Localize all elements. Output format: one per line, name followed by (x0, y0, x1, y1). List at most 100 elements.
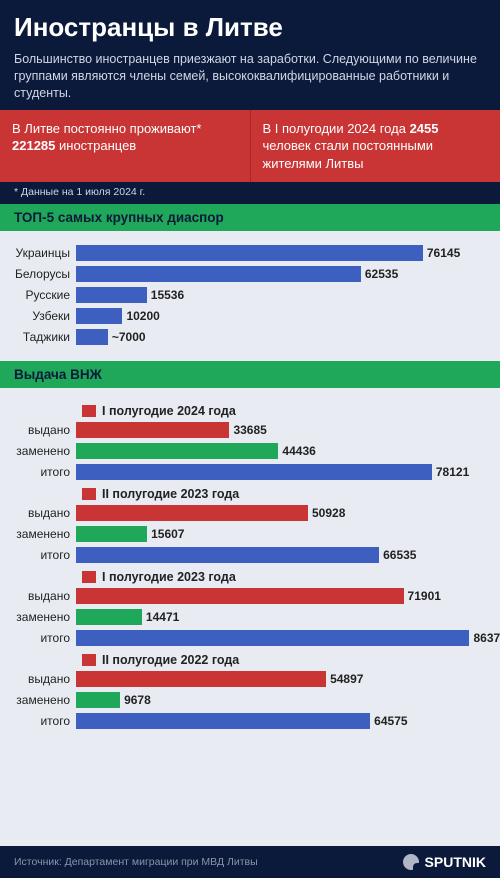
footnote: * Данные на 1 июля 2024 г. (0, 182, 500, 204)
bar-track: 66535 (76, 547, 486, 563)
vnzh-row: итого86372 (14, 629, 486, 647)
bar-track: 44436 (76, 443, 486, 459)
bar-track: 76145 (76, 245, 486, 261)
bar-track: 86372 (76, 630, 486, 646)
bar-track: 54897 (76, 671, 486, 687)
stat-text: иностранцев (55, 138, 136, 153)
vnzh-row: заменено 14471 (14, 608, 486, 626)
bar-label: Таджики (14, 330, 76, 344)
bar-label: выдано (14, 589, 76, 603)
swatch-icon (82, 488, 96, 500)
vnzh-row: заменено44436 (14, 442, 486, 460)
vnzh-row: итого64575 (14, 712, 486, 730)
bar-track: 50928 (76, 505, 486, 521)
bar-label: заменено (14, 527, 76, 541)
diaspora-row: Таджики ~7000 (14, 328, 486, 346)
bar (76, 588, 404, 604)
logo-text: SPUTNIK (425, 854, 486, 870)
diaspora-row: Белорусы 62535 (14, 265, 486, 283)
group-title: I полугодие 2024 года (102, 404, 236, 418)
bar-label: итого (14, 548, 76, 562)
bar-value: 62535 (365, 266, 398, 282)
diaspora-title: ТОП-5 самых крупных диаспор (0, 204, 500, 231)
bar (76, 630, 469, 646)
bar-value: 64575 (374, 713, 407, 729)
bar-label: Украинцы (14, 246, 76, 260)
bar-value: 15607 (151, 526, 184, 542)
vnzh-row: выдано33685 (14, 421, 486, 439)
bar-label: заменено (14, 610, 76, 624)
vnzh-row: выдано50928 (14, 504, 486, 522)
bar-value: 10200 (126, 308, 159, 324)
bar (76, 443, 278, 459)
bar-label: Русские (14, 288, 76, 302)
page-title: Иностранцы в Литве (14, 12, 486, 43)
bar-label: заменено (14, 693, 76, 707)
bar-track: ~7000 (76, 329, 486, 345)
bar (76, 308, 122, 324)
bar-value: 14471 (146, 609, 179, 625)
group-title: I полугодие 2023 года (102, 570, 236, 584)
group-title-row: II полугодие 2023 года (82, 487, 486, 501)
bar-track: 62535 (76, 266, 486, 282)
vnzh-row: заменено 15607 (14, 525, 486, 543)
bar (76, 329, 108, 345)
vnzh-row: заменено9678 (14, 691, 486, 709)
vnzh-row: итого 78121 (14, 463, 486, 481)
diaspora-row: Узбеки10200 (14, 307, 486, 325)
bar-track: 10200 (76, 308, 486, 324)
bar (76, 266, 361, 282)
bar (76, 671, 326, 687)
vnzh-title: Выдача ВНЖ (0, 361, 500, 388)
bar (76, 505, 308, 521)
header: Иностранцы в Литве Большинство иностранц… (0, 0, 500, 110)
bar-track: 15607 (76, 526, 486, 542)
bar (76, 713, 370, 729)
vnzh-row: выдано 71901 (14, 587, 486, 605)
bar (76, 245, 423, 261)
vnzh-chart: I полугодие 2024 годавыдано33685заменено… (0, 388, 500, 846)
bar (76, 422, 229, 438)
logo: SPUTNIK (403, 854, 486, 870)
bar-value: 71901 (408, 588, 441, 604)
bar-value: 33685 (233, 422, 266, 438)
bar-track: 71901 (76, 588, 486, 604)
stat-text: человек стали постоянными жителями Литвы (263, 138, 434, 171)
group-title: II полугодие 2022 года (102, 653, 239, 667)
bar (76, 287, 147, 303)
group-title-row: II полугодие 2022 года (82, 653, 486, 667)
stat-new-residents: В I полугодии 2024 года 2455 человек ста… (251, 110, 500, 183)
bar-value: 86372 (473, 630, 500, 646)
bar-label: итого (14, 465, 76, 479)
bar (76, 464, 432, 480)
bar-label: Белорусы (14, 267, 76, 281)
bar-value: 76145 (427, 245, 460, 261)
bar-value: 78121 (436, 464, 469, 480)
bar-label: заменено (14, 444, 76, 458)
group-title-row: I полугодие 2023 года (82, 570, 486, 584)
bar-value: ~7000 (112, 329, 146, 345)
stat-text: В I полугодии 2024 года (263, 121, 410, 136)
bar-value: 66535 (383, 547, 416, 563)
source-row: Источник: Департамент миграции при МВД Л… (0, 846, 500, 878)
vnzh-group: I полугодие 2024 года выдано33685 заменено… (14, 404, 486, 481)
stat-residents: В Литве постоянно проживают* 221285 инос… (0, 110, 251, 183)
swatch-icon (82, 571, 96, 583)
bar-track: 78121 (76, 464, 486, 480)
diaspora-chart: Украинцы 76145 Белорусы 62535 Русские 15536 Уз… (0, 231, 500, 361)
diaspora-row: Русские 15536 (14, 286, 486, 304)
bar-track: 64575 (76, 713, 486, 729)
diaspora-row: Украинцы 76145 (14, 244, 486, 262)
bar-track: 9678 (76, 692, 486, 708)
bar-label: выдано (14, 506, 76, 520)
bar-value: 54897 (330, 671, 363, 687)
vnzh-row: итого 66535 (14, 546, 486, 564)
vnzh-group: I полугодие 2023 года выдано 71901 заменено… (14, 570, 486, 647)
bar-value: 15536 (151, 287, 184, 303)
bar-label: выдано (14, 672, 76, 686)
group-title: II полугодие 2023 года (102, 487, 239, 501)
bar (76, 526, 147, 542)
bar (76, 547, 379, 563)
group-title-row: I полугодие 2024 года (82, 404, 486, 418)
vnzh-group: II полугодие 2022 года выдано 54897 заменен… (14, 653, 486, 730)
